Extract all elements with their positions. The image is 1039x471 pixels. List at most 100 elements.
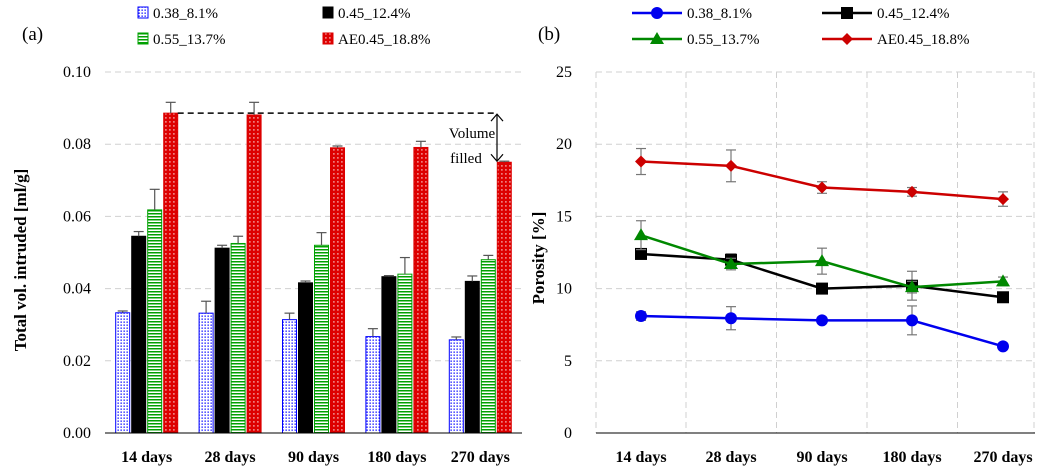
bar-0-55-13-7-270-days [480, 259, 496, 434]
bar-ae0-45-18-8-180-days [413, 146, 429, 434]
panel-b-legend: 0.38_8.1% 0.45_12.4% 0.55_13.7% AE0.45_18.8… [632, 6, 970, 48]
annotation-arrowhead-top [490, 113, 504, 122]
x-tick-label: 90 days [796, 449, 847, 466]
legend-label-0-45-12-4: 0.45_12.4% [877, 6, 950, 22]
point-0-45-12-4 [816, 282, 828, 295]
panel-a-y-axis-title: Total vol. intruded [ml/g] [11, 169, 30, 352]
point-0-38-8-1 [635, 310, 647, 323]
point-0-38-8-1 [816, 314, 828, 327]
annotation-line2: filled [450, 151, 482, 167]
bar-0-38-8-1-14-days [115, 312, 131, 434]
x-tick-label: 270 days [973, 449, 1032, 466]
legend-label-ae0-45-18-8: AE0.45_18.8% [877, 32, 970, 48]
bar-ae0-45-18-8-28-days [246, 114, 262, 434]
annotation-line1: Volume [449, 126, 496, 142]
legend-marker-0-45-12-4 [841, 7, 853, 19]
bar-0-45-12-4-90-days [298, 282, 313, 434]
bar-0-55-13-7-180-days [397, 273, 413, 434]
y-tick-label: 0.02 [63, 353, 91, 370]
y-tick-label: 0.08 [63, 136, 91, 153]
legend-marker-ae0-45-18-8 [841, 33, 853, 45]
panel-b-series-lines [634, 147, 1010, 353]
legend-swatch-0-38-8-1 [137, 6, 149, 19]
point-0-38-8-1 [997, 340, 1009, 353]
legend-marker-0-55-13-7 [650, 32, 664, 44]
point-ae0-45-18-8 [906, 185, 918, 198]
bar-0-45-12-4-28-days [214, 247, 230, 434]
legend-label-0-55-13-7: 0.55_13.7% [687, 32, 760, 48]
panel-b-y-axis-title: Porosity [%] [529, 212, 548, 305]
legend-label-0-38-8-1: 0.38_8.1% [687, 6, 752, 22]
annotation-arrowhead-bottom [490, 153, 504, 163]
point-0-55-13-7 [996, 274, 1010, 287]
panel-b-x-tick-labels: 14 days 28 days 90 days 180 days 270 days [615, 449, 1032, 466]
legend-swatch-ae0-45-18-8 [322, 32, 334, 45]
x-tick-label: 180 days [882, 449, 941, 466]
bar-ae0-45-18-8-90-days [330, 147, 345, 434]
panel-b-y-tick-labels: 0 5 10 15 20 25 [556, 64, 572, 442]
legend-label-0-45-12-4: 0.45_12.4% [338, 6, 411, 22]
series-0-55-13-7 [634, 220, 1010, 294]
bar-0-55-13-7-14-days [147, 209, 163, 434]
point-ae0-45-18-8 [816, 181, 828, 194]
legend-swatch-0-55-13-7 [137, 32, 149, 45]
legend-marker-0-38-8-1 [651, 7, 663, 19]
point-ae0-45-18-8 [635, 155, 647, 168]
y-tick-label: 5 [564, 353, 572, 370]
y-tick-label: 0 [564, 425, 572, 442]
legend-label-ae0-45-18-8: AE0.45_18.8% [338, 32, 431, 48]
y-tick-label: 25 [556, 64, 572, 81]
y-tick-label: 15 [556, 208, 572, 225]
legend-label-0-38-8-1: 0.38_8.1% [153, 6, 218, 22]
panel-b-label: (b) [538, 24, 560, 45]
panel-a-y-tick-labels: 0.00 0.02 0.04 0.06 0.08 0.10 [63, 64, 91, 442]
point-ae0-45-18-8 [725, 159, 737, 172]
x-tick-label: 14 days [615, 449, 666, 466]
bar-0-55-13-7-90-days [314, 244, 329, 434]
bar-0-45-12-4-180-days [381, 276, 397, 434]
point-0-55-13-7 [724, 257, 738, 270]
legend-label-0-55-13-7: 0.55_13.7% [153, 32, 226, 48]
volume-filled-annotation: Volume filled [177, 112, 504, 167]
point-0-45-12-4 [635, 247, 647, 260]
point-0-55-13-7 [634, 228, 648, 241]
bar-0-45-12-4-14-days [131, 235, 147, 434]
x-tick-label: 14 days [121, 449, 172, 466]
y-tick-label: 20 [556, 136, 572, 153]
point-0-38-8-1 [906, 314, 918, 327]
y-tick-label: 0.04 [63, 281, 91, 298]
y-tick-label: 0.10 [63, 64, 91, 81]
x-tick-label: 28 days [705, 449, 756, 466]
point-0-45-12-4 [997, 291, 1009, 304]
bar-0-45-12-4-270-days [464, 280, 480, 434]
x-tick-label: 90 days [288, 449, 339, 466]
panel-a-bar-chart: (a) 0.00 0.02 0.04 0.06 0.08 0.10 Total vol. … [11, 6, 522, 466]
x-tick-label: 180 days [367, 449, 426, 466]
bar-0-38-8-1-90-days [282, 319, 297, 434]
series-ae0-45-18-8 [635, 147, 1009, 207]
y-tick-label: 10 [556, 281, 572, 298]
series-0-38-8-1 [635, 305, 1009, 353]
panel-b-gridlines [595, 71, 1035, 433]
bar-0-55-13-7-28-days [230, 242, 246, 434]
bar-0-38-8-1-28-days [198, 312, 214, 434]
point-ae0-45-18-8 [997, 193, 1009, 206]
bar-ae0-45-18-8-14-days [163, 112, 179, 434]
panel-a-legend: 0.38_8.1% 0.45_12.4% 0.55_13.7% AE0.45_18.8… [137, 6, 431, 48]
panel-b-line-chart: (b) 0 5 10 15 20 25 Porosity [%] 14 days 28 da… [529, 6, 1035, 466]
legend-swatch-0-45-12-4 [322, 6, 334, 19]
bar-ae0-45-18-8-270-days [496, 161, 512, 434]
y-tick-label: 0.06 [63, 208, 91, 225]
point-0-55-13-7 [815, 254, 829, 267]
y-tick-label: 0.00 [63, 425, 91, 442]
x-tick-label: 28 days [205, 449, 256, 466]
point-0-55-13-7 [905, 280, 919, 293]
panel-a-error-bars [117, 101, 510, 340]
panel-a-label: (a) [22, 24, 43, 45]
panel-a-bars [115, 112, 512, 434]
bar-0-38-8-1-180-days [365, 336, 381, 434]
point-0-38-8-1 [725, 312, 737, 325]
x-tick-label: 270 days [451, 449, 510, 466]
bar-0-38-8-1-270-days [448, 339, 464, 434]
